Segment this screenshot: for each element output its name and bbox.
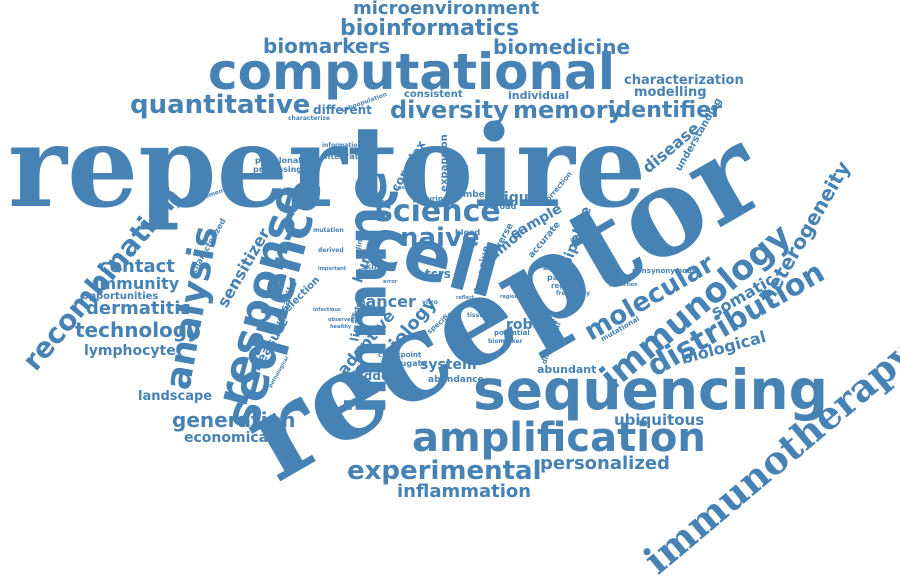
word-system: system [420,357,477,373]
word-biomarker: biomarker [488,338,523,345]
word-consistent: consistent [404,89,463,100]
word-blood: blood [455,228,481,237]
word-bladder: bladder [343,369,396,383]
word-bioinformatics: bioinformatics [340,16,520,41]
word-landscape: landscape [138,389,213,404]
word-computational: computational [208,43,615,101]
word-error: error [383,279,398,285]
word-abundant: abundant [537,363,597,376]
word-experimental: experimental [347,456,542,486]
word-memory: memory [513,96,624,124]
word-potential: potential [494,329,530,337]
word-identifier: identifier [608,98,723,123]
word-contact: contact [99,256,175,277]
word-challenge: challenge [570,237,598,243]
word-inflammation: inflammation [397,481,532,502]
word-abundance: abundance [428,375,484,385]
word-patient: patient [547,273,580,282]
word-generation: generation [172,408,296,432]
word-naive: naive [400,223,480,253]
word-information: information [322,142,362,149]
word-tcrs: tcrs [425,267,451,281]
word-quantitative: quantitative [130,90,311,120]
word-prediction: prediction [609,282,638,288]
word-integrated: integrated [322,152,370,161]
word-mutation: mutation [313,227,344,234]
word-subset: subset [366,198,393,206]
word-processing: processing [253,165,303,174]
word-vitro: vitro [422,299,438,306]
word-healthy: healthy [330,324,352,330]
word-robust: robust [506,317,558,333]
word-individual: individual [508,89,570,102]
word-unique: unique [484,190,539,206]
word-frequency: frequency [556,290,591,297]
word-sequencing: sequencing [473,358,829,422]
word-characterization: characterization [624,73,744,88]
word-number: number [450,190,490,200]
word-characterize: characterize [288,115,330,122]
word-repertoire: repertoire [8,102,647,233]
word-algorithm: algorithm [543,265,576,272]
word-broad: broad [490,202,517,211]
word-urine: urine [427,195,448,203]
word-lymphocyte: lymphocyte [84,343,176,359]
word-skin: skin [361,262,380,271]
word-checkpoint: checkpoint [378,351,422,359]
word-immunity: immunity [94,274,180,293]
word-insight: insight [396,185,416,191]
word-dermatitis: dermatitis [86,298,192,319]
word-region: region [500,294,519,300]
word-personalized: personalized [540,453,670,474]
word-conjugate: conjugate [382,359,427,368]
word-economical: economical [184,430,273,446]
word-biomedicine: biomedicine [493,35,631,59]
word-reflect: reflect [456,295,475,301]
word-microenvironment: microenvironment [353,0,540,19]
word-polyclonal: polyclonal [255,156,301,165]
word-different: different [313,103,372,117]
word-opportunities: opportunities [82,291,159,302]
word-observed: observed [328,317,355,323]
word-infectious: infectious [313,307,341,313]
word-important: important [318,266,347,272]
word-diversity: diversity [390,96,509,124]
word-amplification: amplification [412,415,706,461]
word-ubiquitous: ubiquitous [614,411,705,429]
word-science: science [375,194,501,229]
word-expansion: expansion [438,134,450,192]
word-modelling: modelling [634,85,707,100]
word-nonsynonymous: nonsynonymous [632,267,697,275]
word-cancer: cancer [356,292,416,311]
word-biomarkers: biomarkers [263,34,391,58]
word-tissue: tissue [467,312,488,319]
word-regional: regional [551,282,584,290]
word-derived: derived [318,247,344,254]
word-technology: technology [75,318,201,342]
